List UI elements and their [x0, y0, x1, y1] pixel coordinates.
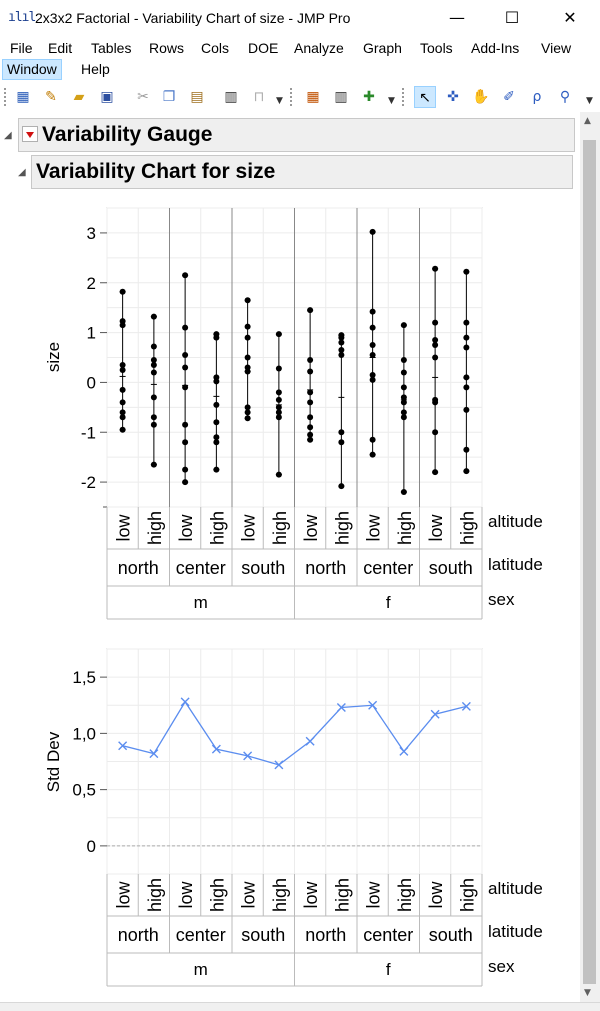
copy-icon[interactable]: ❐ — [162, 89, 176, 105]
maximize-button[interactable]: ☐ — [504, 8, 520, 27]
lock-icon[interactable]: ⊓ — [253, 89, 265, 105]
toolbar-grip[interactable] — [4, 88, 8, 106]
toolbar: ▦ ✎ ▰ ▣ ✂ ❐ ▤ ▥ ⊓ ▼ ▦ ▥ ✚ ▼ ↖ ✜ ✋ ✐ ρ ⚲ … — [0, 82, 600, 112]
menu-cols[interactable]: Cols — [201, 40, 230, 56]
lasso-tool-icon[interactable]: ρ — [532, 89, 542, 105]
chevron-down-icon[interactable]: ▼ — [586, 96, 593, 106]
new-script-icon[interactable]: ✎ — [45, 89, 57, 105]
jmp-app-icon: ılıl — [8, 10, 36, 25]
disclosure-icon[interactable]: ◢ — [18, 167, 26, 178]
crosshair-tool-icon[interactable]: ✜ — [447, 89, 459, 105]
menu-doe[interactable]: DOE — [248, 40, 279, 56]
arrow-tool-icon[interactable]: ↖ — [414, 86, 436, 108]
status-bar — [0, 1002, 600, 1011]
data-grid-icon[interactable]: ▦ — [306, 89, 320, 105]
report-area — [0, 112, 580, 1002]
column-info-icon[interactable]: ▥ — [334, 89, 348, 105]
minimize-button[interactable]: — — [449, 8, 465, 27]
save-icon[interactable]: ▣ — [100, 89, 114, 105]
chevron-down-icon[interactable]: ▼ — [388, 96, 395, 106]
window-title: 2x3x2 Factorial - Variability Chart of s… — [35, 10, 351, 26]
hand-tool-icon[interactable]: ✋ — [472, 89, 490, 105]
menu-edit[interactable]: Edit — [48, 40, 73, 56]
menu-file[interactable]: File — [10, 40, 33, 56]
outline-variability-chart[interactable]: Variability Chart for size — [31, 155, 573, 189]
toolbar-grip[interactable] — [290, 88, 294, 106]
journal-icon[interactable]: ▥ — [224, 89, 238, 105]
menu-graph[interactable]: Graph — [363, 40, 402, 56]
menu-tools[interactable]: Tools — [420, 40, 453, 56]
menu-rows[interactable]: Rows — [149, 40, 185, 56]
zoom-tool-icon[interactable]: ⚲ — [559, 89, 571, 105]
scroll-down-arrow-icon[interactable]: ▼ — [584, 988, 591, 998]
menu-help[interactable]: Help — [81, 61, 110, 77]
scroll-up-arrow-icon[interactable]: ▲ — [584, 116, 591, 126]
title-bar: ılıl 2x3x2 Factorial - Variability Chart… — [0, 0, 600, 36]
menu-bar: File Edit Tables Rows Cols DOE Analyze G… — [0, 36, 600, 82]
menu-view[interactable]: View — [541, 40, 572, 56]
outline-variability-gauge[interactable]: Variability Gauge — [18, 118, 575, 152]
paste-icon[interactable]: ▤ — [190, 89, 204, 105]
outline-title: Variability Chart for size — [36, 160, 276, 183]
menu-tables[interactable]: Tables — [91, 40, 132, 56]
new-data-table-icon[interactable]: ▦ — [16, 89, 30, 105]
cut-icon[interactable]: ✂ — [137, 89, 149, 105]
menu-window[interactable]: Window — [2, 59, 62, 80]
red-triangle-menu-icon[interactable] — [22, 126, 38, 142]
close-button[interactable]: ✕ — [563, 8, 577, 27]
menu-add-ins[interactable]: Add-Ins — [471, 40, 520, 56]
chevron-down-icon[interactable]: ▼ — [276, 96, 283, 106]
add-graph-icon[interactable]: ✚ — [363, 89, 375, 105]
toolbar-grip[interactable] — [402, 88, 406, 106]
outline-title: Variability Gauge — [42, 123, 213, 146]
disclosure-icon[interactable]: ◢ — [4, 130, 12, 141]
open-folder-icon[interactable]: ▰ — [73, 89, 85, 105]
brush-tool-icon[interactable]: ✐ — [503, 89, 515, 105]
menu-analyze[interactable]: Analyze — [294, 40, 344, 56]
scrollbar-thumb[interactable] — [583, 140, 596, 984]
